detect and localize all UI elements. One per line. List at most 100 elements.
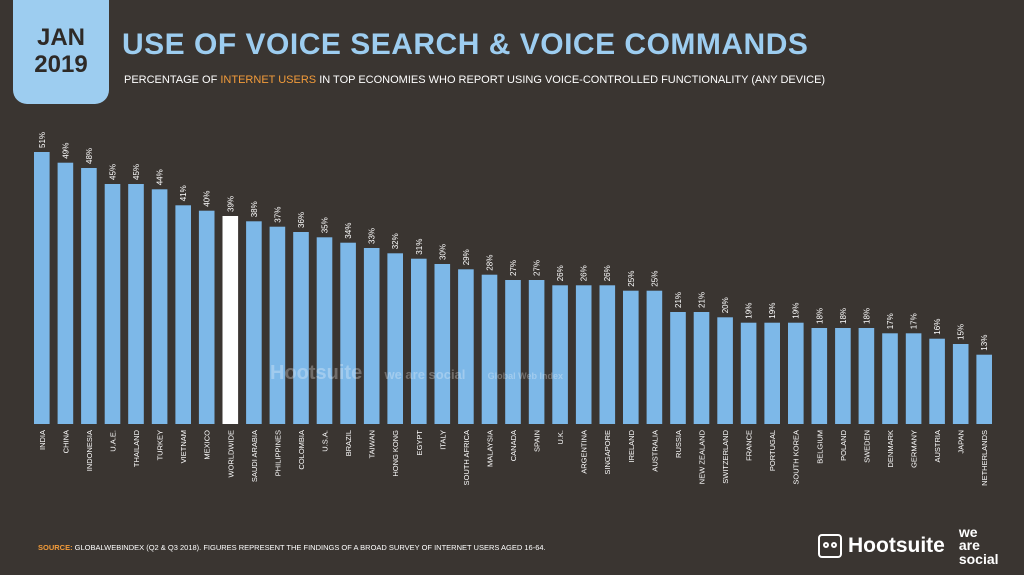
bar-vietnam [175, 205, 191, 424]
value-label-philippines: 37% [273, 207, 282, 223]
category-label-sweden: SWEDEN [862, 430, 871, 463]
category-label-australia: AUSTRALIA [650, 430, 659, 472]
owl-icon [818, 533, 842, 558]
category-label-belgium: BELGIUM [815, 430, 824, 464]
page-title: USE OF VOICE SEARCH & VOICE COMMANDS [122, 28, 809, 61]
page-subtitle: PERCENTAGE OF INTERNET USERS IN TOP ECON… [124, 74, 825, 86]
bar-germany [905, 333, 922, 424]
bar-argentina [575, 285, 592, 424]
bar-netherlands [976, 354, 992, 424]
category-label-mexico: MEXICO [203, 430, 212, 460]
category-label-taiwan: TAIWAN [368, 430, 377, 458]
value-label-portugal: 19% [768, 303, 777, 319]
bar-portugal [764, 322, 780, 424]
value-label-japan: 15% [957, 324, 966, 340]
category-label-thailand: THAILAND [132, 429, 141, 467]
category-label-south-korea: SOUTH KOREA [792, 430, 801, 485]
value-label-worldwide: 39% [226, 196, 235, 212]
bar-colombia [293, 232, 309, 424]
date-year: 2019 [34, 51, 88, 78]
value-label-russia: 21% [674, 292, 683, 308]
bar-belgium [811, 328, 828, 424]
category-label-switzerland: SWITZERLAND [721, 429, 730, 483]
value-label-singapore: 26% [603, 265, 612, 281]
source-note: SOURCE: GLOBALWEBINDEX (Q2 & Q3 2018). F… [38, 543, 546, 552]
watermark-we-are-social: we are social [384, 367, 466, 382]
category-label-singapore: SINGAPORE [603, 430, 612, 475]
watermark-gwi: Global Web Index [487, 371, 563, 381]
we-are-social-social: social [958, 550, 999, 567]
watermark: Hootsuite we are social Global Web Index [270, 362, 563, 385]
value-label-switzerland: 20% [721, 297, 730, 313]
value-label-austria: 16% [933, 319, 942, 335]
bar-egypt [411, 258, 427, 424]
value-label-spain: 27% [533, 260, 542, 276]
value-label-indonesia: 48% [85, 148, 94, 164]
bar-japan [952, 344, 969, 424]
value-label-thailand: 45% [132, 164, 141, 180]
category-label-denmark: DENMARK [886, 430, 895, 468]
bar-thailand [128, 184, 144, 424]
category-label-u-k: U.K. [556, 430, 565, 445]
value-label-brazil: 34% [344, 223, 353, 239]
category-label-worldwide: WORLDWIDE [226, 430, 235, 478]
category-label-japan: JAPAN [957, 430, 966, 454]
category-label-ireland: IRELAND [627, 429, 636, 462]
category-label-turkey: TURKEY [156, 430, 165, 460]
category-label-u-s-a: U.S.A. [321, 430, 330, 452]
category-label-u-a-e: U.A.E. [109, 430, 118, 452]
footer-logos: Hootsuite we are social [818, 525, 999, 567]
value-label-india: 51% [38, 132, 47, 148]
value-label-germany: 17% [910, 313, 919, 329]
category-label-philippines: PHILIPPINES [273, 430, 282, 476]
value-label-denmark: 17% [886, 313, 895, 329]
bar-switzerland [717, 317, 733, 424]
bar-philippines [269, 226, 286, 424]
value-label-saudi-arabia: 38% [250, 201, 259, 217]
bar-canada [505, 280, 521, 424]
bar-india [34, 152, 50, 424]
category-label-colombia: COLOMBIA [297, 430, 306, 470]
category-label-indonesia: INDONESIA [85, 430, 94, 471]
category-label-vietnam: VIETNAM [179, 430, 188, 463]
bar-poland [835, 328, 851, 424]
value-label-belgium: 18% [815, 308, 824, 324]
category-label-brazil: BRAZIL [344, 430, 353, 456]
value-label-hong-kong: 32% [391, 233, 400, 249]
value-label-netherlands: 13% [980, 335, 989, 351]
subtitle-highlight: INTERNET USERS [220, 74, 317, 86]
value-label-u-k: 26% [556, 265, 565, 281]
bar-south-africa [458, 269, 474, 424]
hootsuite-logo: Hootsuite [818, 533, 945, 558]
value-label-sweden: 18% [862, 308, 871, 324]
bar-australia [646, 290, 663, 424]
value-label-new-zealand: 21% [698, 292, 707, 308]
category-label-france: FRANCE [745, 430, 754, 461]
bar-hong-kong [387, 253, 403, 424]
category-label-germany: GERMANY [910, 430, 919, 468]
bar-indonesia [81, 168, 97, 424]
value-label-mexico: 40% [203, 191, 212, 207]
category-label-india: INDIA [38, 430, 47, 450]
bar-denmark [882, 333, 898, 424]
bar-austria [929, 338, 945, 424]
subtitle-prefix: PERCENTAGE OF [124, 74, 221, 86]
date-month: JAN [36, 24, 85, 52]
bar-malaysia [481, 274, 498, 424]
category-label-canada: CANADA [509, 430, 518, 461]
value-label-argentina: 26% [580, 265, 589, 281]
bar-u-s-a [316, 237, 333, 424]
bar-turkey [151, 189, 168, 424]
hootsuite-wordmark: Hootsuite [848, 533, 945, 557]
value-label-taiwan: 33% [368, 228, 377, 244]
category-label-russia: RUSSIA [674, 430, 683, 458]
value-label-south-korea: 19% [792, 303, 801, 319]
value-label-u-s-a: 35% [321, 217, 330, 233]
bar-u-k [552, 285, 568, 424]
bar-brazil [340, 242, 356, 424]
bar-mexico [198, 210, 215, 424]
value-label-south-africa: 29% [462, 249, 471, 265]
bar-singapore [599, 285, 616, 424]
bar-italy [434, 264, 451, 424]
